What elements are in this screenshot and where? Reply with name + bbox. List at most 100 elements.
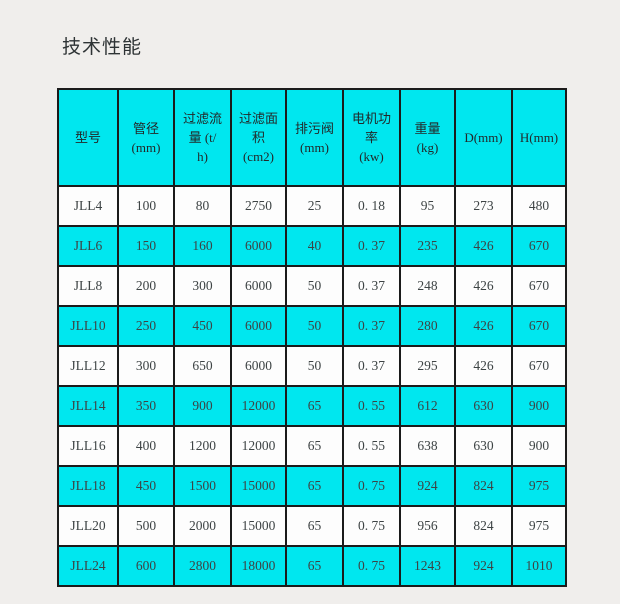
table-cell: 600	[117, 545, 175, 587]
col-header-model: 型号	[57, 88, 119, 187]
table-cell: 480	[511, 185, 567, 227]
table-cell: JLL8	[57, 265, 119, 307]
table-row: JLL6 150 160 6000 40 0. 37 235 426 670	[57, 225, 567, 267]
table-cell: 65	[285, 425, 344, 467]
table-cell: 40	[285, 225, 344, 267]
table-cell: 160	[173, 225, 232, 267]
table-cell: 900	[511, 425, 567, 467]
table-cell: 956	[399, 505, 456, 547]
table-cell: 824	[454, 465, 513, 507]
table-cell: 400	[117, 425, 175, 467]
table-body: JLL4 100 80 2750 25 0. 18 95 273 480 JLL6 150 160 60…	[57, 185, 567, 587]
table-cell: 295	[399, 345, 456, 387]
table-header-row: 型号 管径 (mm) 过滤流 量 (t/ h) 过滤面 积 (cm2) 排污阀 …	[57, 88, 567, 187]
table-row: JLL12 300 650 6000 50 0. 37 295 426 670	[57, 345, 567, 387]
col-header-filter-area: 过滤面 积 (cm2)	[230, 88, 287, 187]
table-cell: 0. 75	[342, 465, 401, 507]
page-title: 技术性能	[62, 37, 143, 58]
table-cell: 350	[117, 385, 175, 427]
table-cell: 280	[399, 305, 456, 347]
table-row: JLL4 100 80 2750 25 0. 18 95 273 480	[57, 185, 567, 227]
table-cell: 450	[173, 305, 232, 347]
table-cell: 650	[173, 345, 232, 387]
table-cell: 670	[511, 345, 567, 387]
table-cell: 612	[399, 385, 456, 427]
table-cell: 2800	[173, 545, 232, 587]
table-cell: JLL18	[57, 465, 119, 507]
table-row: JLL8 200 300 6000 50 0. 37 248 426 670	[57, 265, 567, 307]
table-cell: 273	[454, 185, 513, 227]
table-cell: 426	[454, 305, 513, 347]
table-cell: 0. 75	[342, 505, 401, 547]
table-cell: 670	[511, 225, 567, 267]
table-cell: 25	[285, 185, 344, 227]
table-cell: 638	[399, 425, 456, 467]
table-cell: 0. 18	[342, 185, 401, 227]
table-cell: 975	[511, 505, 567, 547]
table-cell: 248	[399, 265, 456, 307]
table-cell: 0. 37	[342, 345, 401, 387]
table-row: JLL10 250 450 6000 50 0. 37 280 426 670	[57, 305, 567, 347]
col-header-pipe-diameter: 管径 (mm)	[117, 88, 175, 187]
table-cell: 150	[117, 225, 175, 267]
table-cell: 12000	[230, 425, 287, 467]
table-cell: 300	[173, 265, 232, 307]
table-cell: 18000	[230, 545, 287, 587]
col-header-motor-power: 电机功 率 (kw)	[342, 88, 401, 187]
table-row: JLL20 500 2000 15000 65 0. 75 956 824 975	[57, 505, 567, 547]
table-cell: 630	[454, 385, 513, 427]
table-cell: 0. 37	[342, 225, 401, 267]
table-cell: 95	[399, 185, 456, 227]
table-cell: 80	[173, 185, 232, 227]
table-cell: 12000	[230, 385, 287, 427]
table-cell: 975	[511, 465, 567, 507]
col-header-d-dim: D(mm)	[454, 88, 513, 187]
col-header-weight: 重量 (kg)	[399, 88, 456, 187]
table-cell: 6000	[230, 305, 287, 347]
table-cell: JLL16	[57, 425, 119, 467]
table-cell: 426	[454, 225, 513, 267]
col-header-h-dim: H(mm)	[511, 88, 567, 187]
table-cell: 65	[285, 505, 344, 547]
table-cell: 50	[285, 265, 344, 307]
table-cell: 2000	[173, 505, 232, 547]
table-cell: 100	[117, 185, 175, 227]
table-cell: 250	[117, 305, 175, 347]
table-cell: 1243	[399, 545, 456, 587]
table-cell: 670	[511, 265, 567, 307]
table-cell: 924	[399, 465, 456, 507]
table-cell: 426	[454, 345, 513, 387]
table-cell: JLL12	[57, 345, 119, 387]
col-header-filter-flow: 过滤流 量 (t/ h)	[173, 88, 232, 187]
table-cell: 450	[117, 465, 175, 507]
table-cell: 0. 37	[342, 265, 401, 307]
table-cell: 500	[117, 505, 175, 547]
table-cell: JLL24	[57, 545, 119, 587]
table-cell: 65	[285, 385, 344, 427]
table-cell: JLL10	[57, 305, 119, 347]
table-cell: 15000	[230, 505, 287, 547]
table-cell: 1200	[173, 425, 232, 467]
table-cell: 0. 55	[342, 425, 401, 467]
spec-table: 型号 管径 (mm) 过滤流 量 (t/ h) 过滤面 积 (cm2) 排污阀 …	[57, 88, 567, 587]
table-cell: JLL6	[57, 225, 119, 267]
table-cell: 15000	[230, 465, 287, 507]
table-row: JLL24 600 2800 18000 65 0. 75 1243 924 1010	[57, 545, 567, 587]
table-cell: 6000	[230, 265, 287, 307]
table-cell: 65	[285, 465, 344, 507]
table-cell: 65	[285, 545, 344, 587]
table-cell: JLL14	[57, 385, 119, 427]
table-cell: JLL20	[57, 505, 119, 547]
table-cell: 50	[285, 305, 344, 347]
table-cell: 900	[511, 385, 567, 427]
col-header-drain-valve: 排污阀 (mm)	[285, 88, 344, 187]
table-cell: 426	[454, 265, 513, 307]
table-cell: 6000	[230, 225, 287, 267]
table-cell: 0. 75	[342, 545, 401, 587]
table-cell: 0. 55	[342, 385, 401, 427]
table-cell: 235	[399, 225, 456, 267]
table-cell: 200	[117, 265, 175, 307]
table-cell: 6000	[230, 345, 287, 387]
table-cell: 0. 37	[342, 305, 401, 347]
table-cell: 50	[285, 345, 344, 387]
